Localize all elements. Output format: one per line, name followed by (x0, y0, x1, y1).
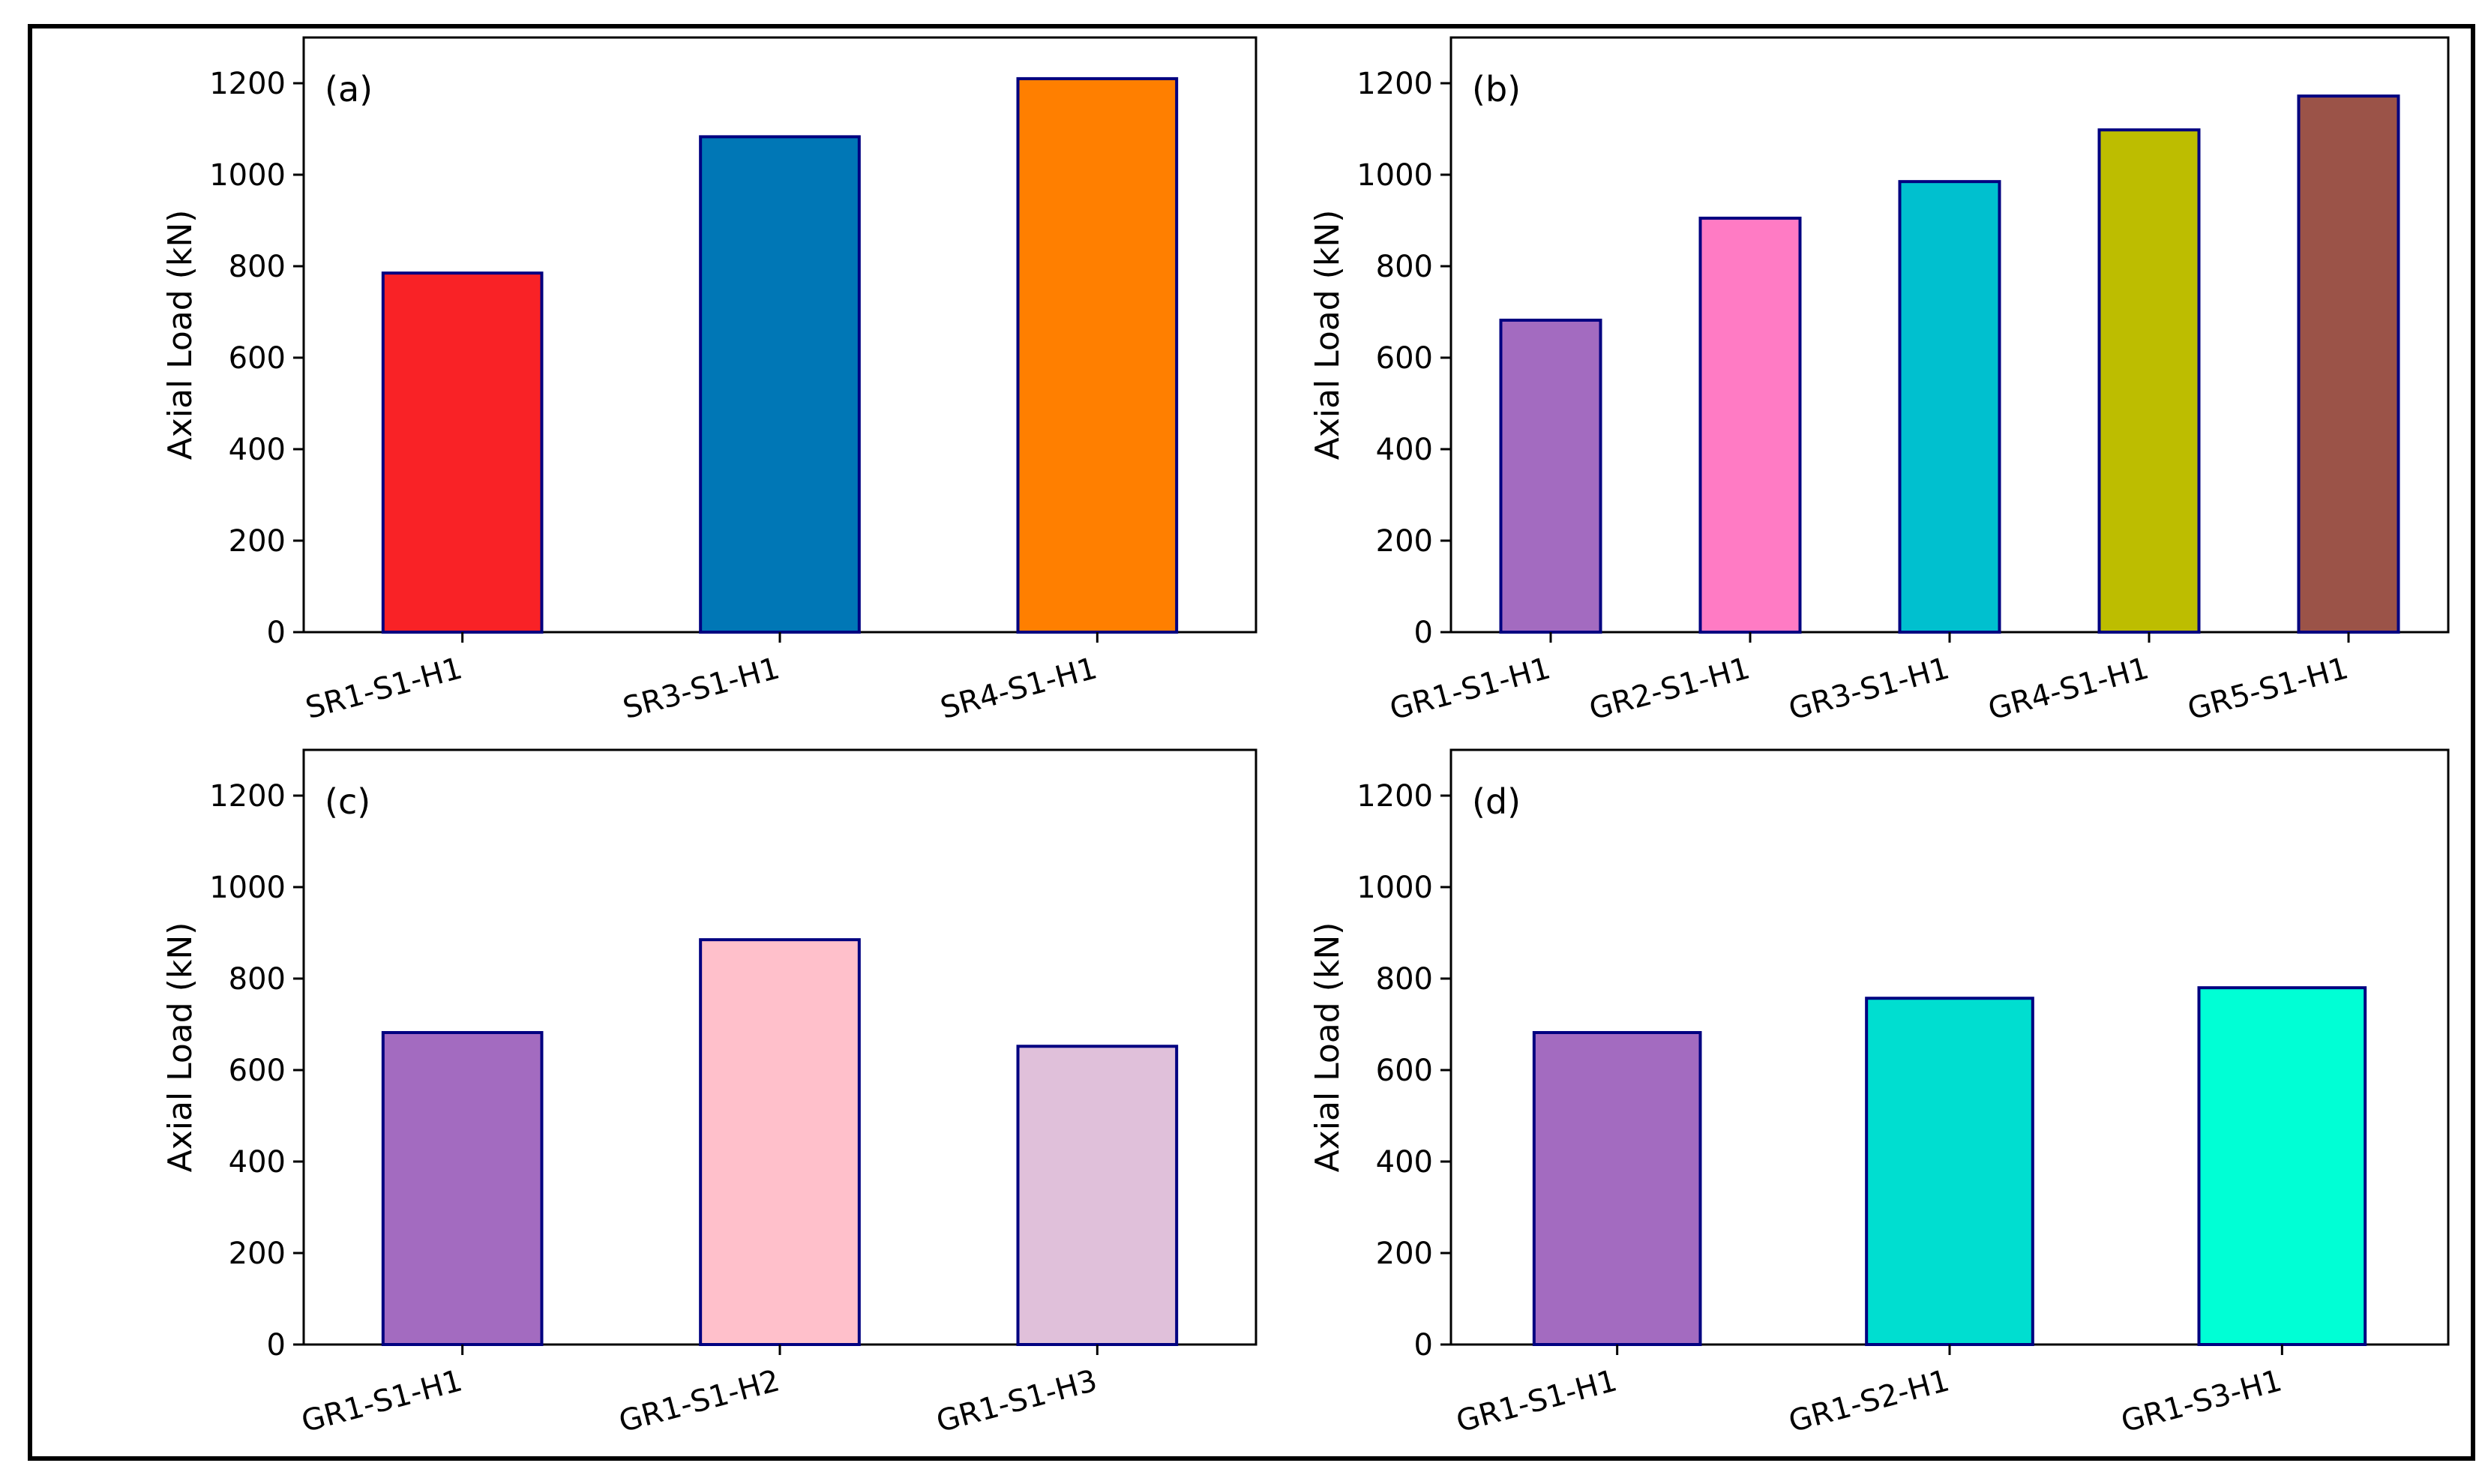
y-tick-label: 800 (1376, 962, 1433, 997)
y-axis-title: Axial Load (kN) (161, 922, 199, 1173)
panel-label: (c) (325, 781, 370, 822)
y-tick-label: 600 (1376, 341, 1433, 376)
y-tick-label: 1200 (1356, 779, 1433, 814)
panel-label: (b) (1472, 69, 1521, 109)
y-tick-label: 0 (1414, 1328, 1433, 1363)
y-tick-label: 400 (229, 1145, 286, 1180)
y-tick-label: 200 (1376, 1237, 1433, 1271)
y-tick-label: 1200 (209, 779, 286, 814)
y-tick-label: 200 (229, 524, 286, 559)
y-tick-label: 400 (1376, 433, 1433, 467)
bar-gr1-s1-h3 (1016, 1045, 1179, 1347)
y-tick-label: 200 (229, 1237, 286, 1271)
bar-gr1-s1-h1 (1532, 1030, 1702, 1346)
y-tick-label: 0 (267, 616, 286, 650)
y-tick-label: 600 (229, 1054, 286, 1088)
bar-gr3-s1-h1 (1898, 180, 2001, 634)
y-tick-label: 1200 (209, 67, 286, 101)
bar-gr1-s3-h1 (2197, 986, 2367, 1346)
figure-border (28, 24, 2475, 1461)
bar-sr3-s1-h1 (699, 135, 861, 634)
panel-label: (a) (325, 69, 373, 109)
bar-gr1-s1-h2 (699, 938, 861, 1346)
y-axis-title: Axial Load (kN) (1308, 210, 1347, 460)
y-tick-label: 1000 (209, 871, 286, 905)
bar-gr1-s1-h1 (1499, 318, 1602, 634)
bar-sr1-s1-h1 (381, 271, 544, 634)
bar-gr1-s1-h1 (381, 1030, 544, 1346)
y-tick-label: 800 (1376, 250, 1433, 284)
bar-gr5-s1-h1 (2297, 94, 2400, 634)
bar-gr4-s1-h1 (2097, 128, 2201, 634)
bar-gr2-s1-h1 (1698, 216, 1802, 634)
bar-gr1-s2-h1 (1865, 997, 2034, 1346)
y-tick-label: 600 (229, 341, 286, 376)
y-tick-label: 200 (1376, 524, 1433, 559)
y-tick-label: 400 (229, 433, 286, 467)
y-tick-label: 0 (267, 1328, 286, 1363)
y-tick-label: 1200 (1356, 67, 1433, 101)
y-tick-label: 1000 (1356, 871, 1433, 905)
y-tick-label: 800 (229, 962, 286, 997)
panel-label: (d) (1472, 781, 1521, 822)
bar-sr4-s1-h1 (1016, 76, 1179, 634)
y-axis-title: Axial Load (kN) (1308, 922, 1347, 1173)
y-tick-label: 1000 (1356, 158, 1433, 193)
y-tick-label: 1000 (209, 158, 286, 193)
y-tick-label: 600 (1376, 1054, 1433, 1088)
y-tick-label: 400 (1376, 1145, 1433, 1180)
y-axis-title: Axial Load (kN) (161, 210, 199, 460)
y-tick-label: 800 (229, 250, 286, 284)
y-tick-label: 0 (1414, 616, 1433, 650)
